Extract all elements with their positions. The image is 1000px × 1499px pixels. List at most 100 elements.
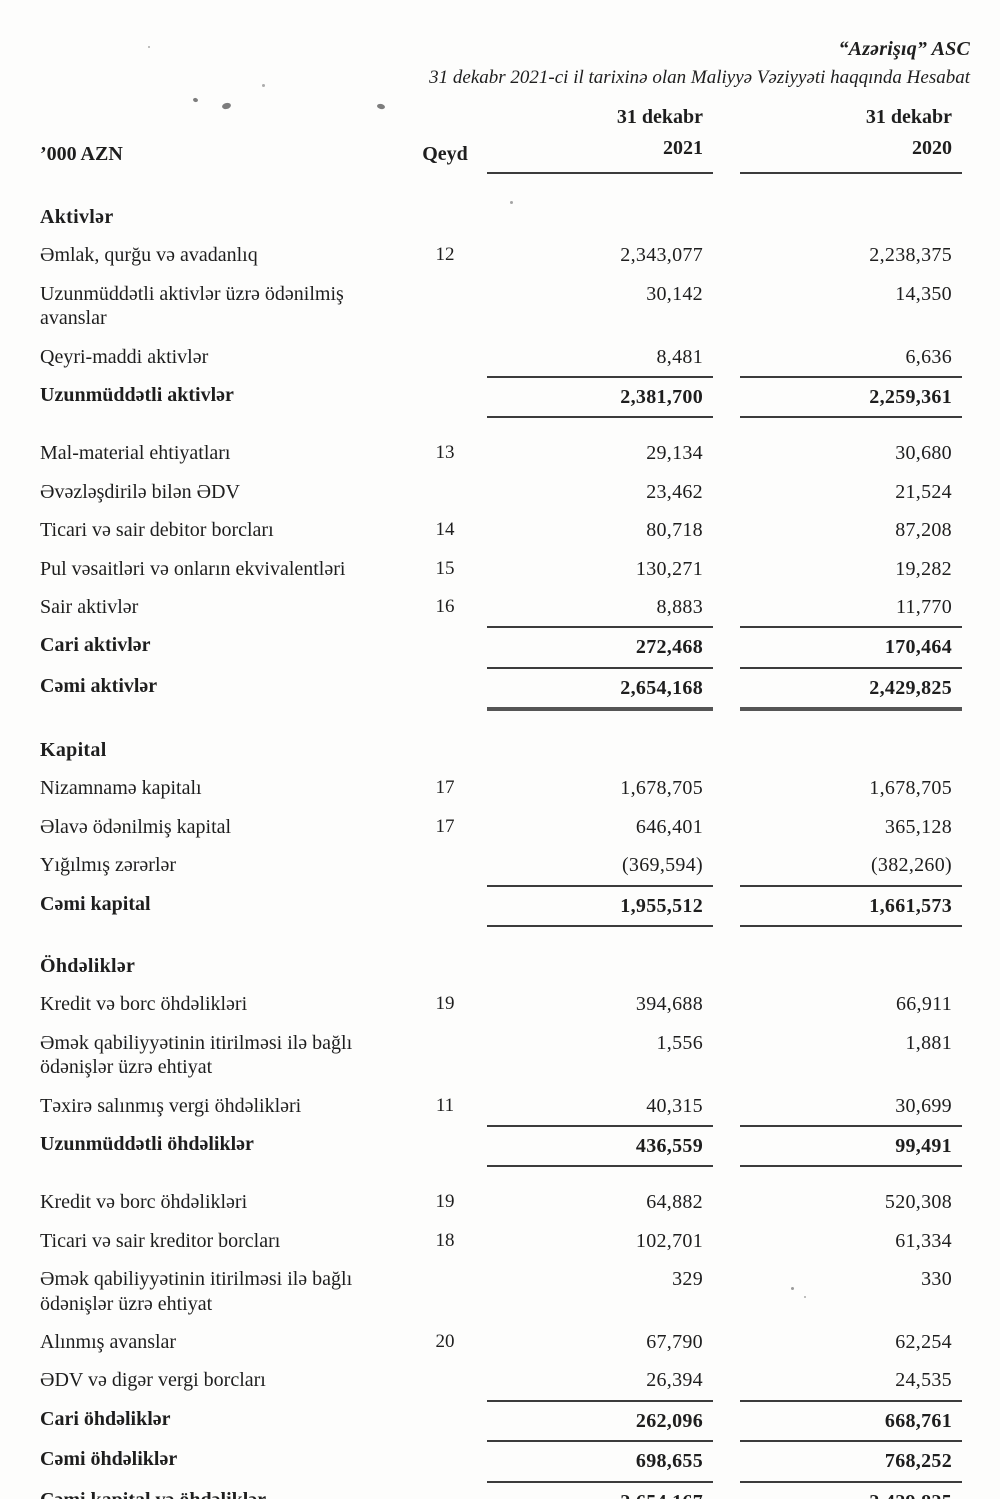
value-2020: 19,282 [895,557,952,580]
table-row: Kredit və borc öhdəlikləri 19 64,882 520,30… [40,1183,962,1221]
value-2020: 61,334 [895,1229,952,1252]
report-title: 31 dekabr 2021-ci il tarixinə olan Maliy… [429,67,970,88]
table-header-row: ’000 AZN Qeyd 31 dekabr 2021 31 dekabr 2… [40,102,962,174]
column-header-2021-line2: 2021 [663,137,703,159]
value-2020: 2,429,825 [740,1480,962,1499]
value-2020: 1,678,705 [869,777,952,800]
table-row: Pul vəsaitləri və onların ekvivalentləri… [40,550,962,588]
note-column-header: Qeyd [422,143,468,165]
company-name: “Azərişıq” ASC [838,38,970,60]
row-label: Cari aktivlər [40,634,151,657]
value-2020: 14,350 [895,282,952,305]
note-cell [415,1260,475,1274]
value-2021: 1,955,512 [487,884,713,928]
value-2021: 436,559 [487,1124,713,1168]
value-2021: 1,678,705 [620,777,703,800]
value-2020: 11,770 [895,595,952,618]
value-2020: 330 [921,1268,952,1291]
note-cell [415,473,475,487]
row-label: Cəmi öhdəliklər [40,1448,178,1471]
table-row: Qeyri-maddi aktivlər 8,481 6,636 [40,338,962,376]
total-row: Cari aktivlər 272,468 170,464 [40,626,962,666]
row-label: Sair aktivlər [40,595,139,618]
table-row: Nizamnamə kapitalı 17 1,678,705 1,678,705 [40,769,962,807]
value-2021: (369,594) [621,854,703,877]
note-cell [415,338,475,352]
table-row: Əmlak, qurğu və avadanlıq 12 2,343,077 2,23… [40,236,962,274]
scan-speck [791,1287,794,1290]
row-label: Cari öhdəliklər [40,1407,171,1430]
value-2021: 646,401 [635,815,703,838]
value-2020: 1,661,573 [740,884,962,928]
section-row: Öhdəliklər [40,947,962,985]
note-cell: 19 [435,993,455,1015]
table-row: Təxirə salınmış vergi öhdəlikləri 11 40,31… [40,1087,962,1125]
note-cell: 17 [435,777,455,799]
value-2020: (382,260) [870,854,952,877]
value-2021: 329 [672,1268,703,1291]
value-2020: 668,761 [740,1399,962,1440]
row-label: Kredit və borc öhdəlikləri [40,993,248,1016]
row-label: Cəmi aktivlər [40,674,158,697]
table-row: ƏDV və digər vergi borcları 26,394 24,535 [40,1361,962,1399]
note-cell [415,846,475,860]
total-row: Cəmi kapital 1,955,512 1,661,573 [40,884,962,928]
row-label: Mal-material ehtiyatları [40,442,231,465]
total-row: Cari öhdəliklər 262,096 668,761 [40,1399,962,1440]
row-label: Əvəzləşdirilə bilən ƏDV [40,480,240,503]
row-label: Əlavə ödənilmiş kapital [40,815,232,838]
document-header: “Azərişıq” ASC 31 dekabr 2021-ci il tari… [429,34,970,93]
row-label: Ticari və sair kreditor borcları [40,1229,281,1252]
table-row: Yığılmış zərərlər (369,594) (382,260) [40,846,962,884]
table-row: Uzunmüddətli aktivlər üzrə ödənilmiş avan… [40,275,962,338]
row-label: ƏDV və digər vergi borcları [40,1369,266,1392]
value-2021: 272,468 [487,626,713,666]
value-2021: 80,718 [646,519,703,542]
value-2021: 8,883 [656,595,703,618]
table-row: Əvəzləşdirilə bilən ƏDV 23,462 21,524 [40,473,962,511]
note-cell [415,667,475,681]
value-2021: 2,381,700 [487,375,713,419]
value-2020: 170,464 [740,626,962,666]
scan-speck [148,46,150,48]
row-label: Təxirə salınmış vergi öhdəlikləri [40,1094,302,1117]
total-row: Cəmi öhdəliklər 698,655 768,252 [40,1440,962,1480]
note-cell [415,1481,475,1495]
value-2020: 62,254 [895,1330,952,1353]
row-label: Cəmi kapital və öhdəliklər [40,1481,415,1499]
row-label: Kredit və borc öhdəlikləri [40,1191,248,1214]
grand-total-row: Cəmi kapital və öhdəliklər 2,654,167 2,429… [40,1480,962,1499]
value-2020: 21,524 [895,480,952,503]
table-row: Əlavə ödənilmiş kapital 17 646,401 365,128 [40,808,962,846]
row-label: Nizamnamə kapitalı [40,777,202,800]
note-cell [415,1024,475,1038]
row-label: Əmək qabiliyyətinin itirilməsi ilə bağlı… [40,1268,353,1315]
table-row: Ticari və sair kreditor borcları 18 102,70… [40,1222,962,1260]
value-2021: 8,481 [656,345,703,368]
section-row: Kapital [40,731,962,769]
note-cell: 20 [435,1330,455,1352]
value-2020: 24,535 [895,1369,952,1392]
note-cell: 11 [435,1094,455,1116]
value-2021: 2,343,077 [620,244,703,267]
value-2021: 130,271 [635,557,703,580]
row-label: Uzunmüddətli öhdəliklər [40,1132,254,1155]
scan-speck [510,201,513,204]
row-label: Alınmış avanslar [40,1330,177,1353]
note-cell: 18 [435,1229,455,1251]
scan-speck [804,1296,806,1298]
note-cell [415,376,475,390]
note-cell: 19 [435,1191,455,1213]
value-2020: 2,259,361 [740,375,962,419]
table-row: Ticari və sair debitor borcları 14 80,718 8… [40,511,962,549]
note-cell: 12 [435,244,455,266]
table-row: Əmək qabiliyyətinin itirilməsi ilə bağlı… [40,1260,962,1323]
table-row: Sair aktivlər 16 8,883 11,770 [40,588,962,626]
row-label: Kapital [40,739,107,762]
value-2020: 87,208 [895,519,952,542]
row-label: Əmlak, qurğu və avadanlıq [40,244,258,267]
column-header-2020-line2: 2020 [912,137,952,159]
scan-speck [262,84,265,87]
value-2020: 2,429,825 [740,666,962,712]
